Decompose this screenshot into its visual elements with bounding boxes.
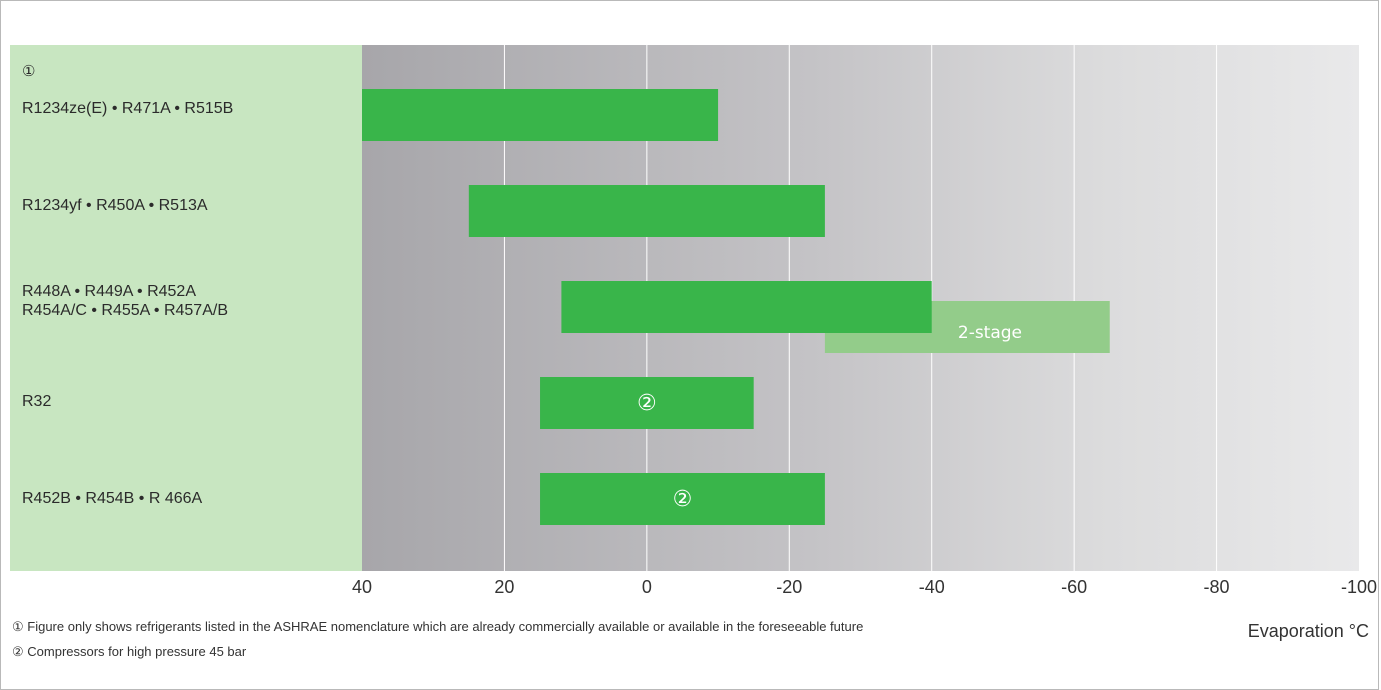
x-tick-label: 40 bbox=[351, 577, 373, 597]
refrigerant-label-panel bbox=[10, 45, 362, 571]
row-label: R1234ze(E) • R471A • R515B bbox=[22, 100, 234, 117]
range-bar bbox=[540, 473, 825, 525]
footnote-1: ① Figure only shows refrigerants listed … bbox=[12, 619, 864, 634]
x-tick-label: 20 bbox=[494, 577, 515, 597]
range-bar bbox=[540, 377, 754, 429]
row-label: R32 bbox=[22, 393, 52, 410]
x-tick-label: -60 bbox=[1061, 577, 1088, 597]
x-tick-label: -80 bbox=[1203, 577, 1230, 597]
range-bar bbox=[362, 89, 719, 141]
x-tick-label: 0 bbox=[641, 577, 652, 597]
range-bar bbox=[561, 281, 932, 333]
row-label: R1234yf • R450A • R513A bbox=[22, 197, 208, 214]
x-tick-label: -20 bbox=[776, 577, 803, 597]
row-label: R448A • R449A • R452A R454A/C • R455A • … bbox=[22, 283, 228, 319]
x-tick-label: -40 bbox=[918, 577, 945, 597]
footnote-2: ② Compressors for high pressure 45 bar bbox=[12, 644, 247, 659]
row-label: R452B • R454B • R 466A bbox=[22, 490, 203, 507]
bar-label: ② bbox=[637, 391, 657, 416]
x-tick-label: -100 bbox=[1340, 577, 1378, 597]
footnote-marker: ① bbox=[22, 63, 36, 80]
x-axis-title: Evaporation °C bbox=[1247, 621, 1369, 641]
bar-label: ② bbox=[673, 487, 693, 512]
bar-label: 2-stage bbox=[958, 323, 1022, 343]
range-bar bbox=[468, 185, 825, 237]
